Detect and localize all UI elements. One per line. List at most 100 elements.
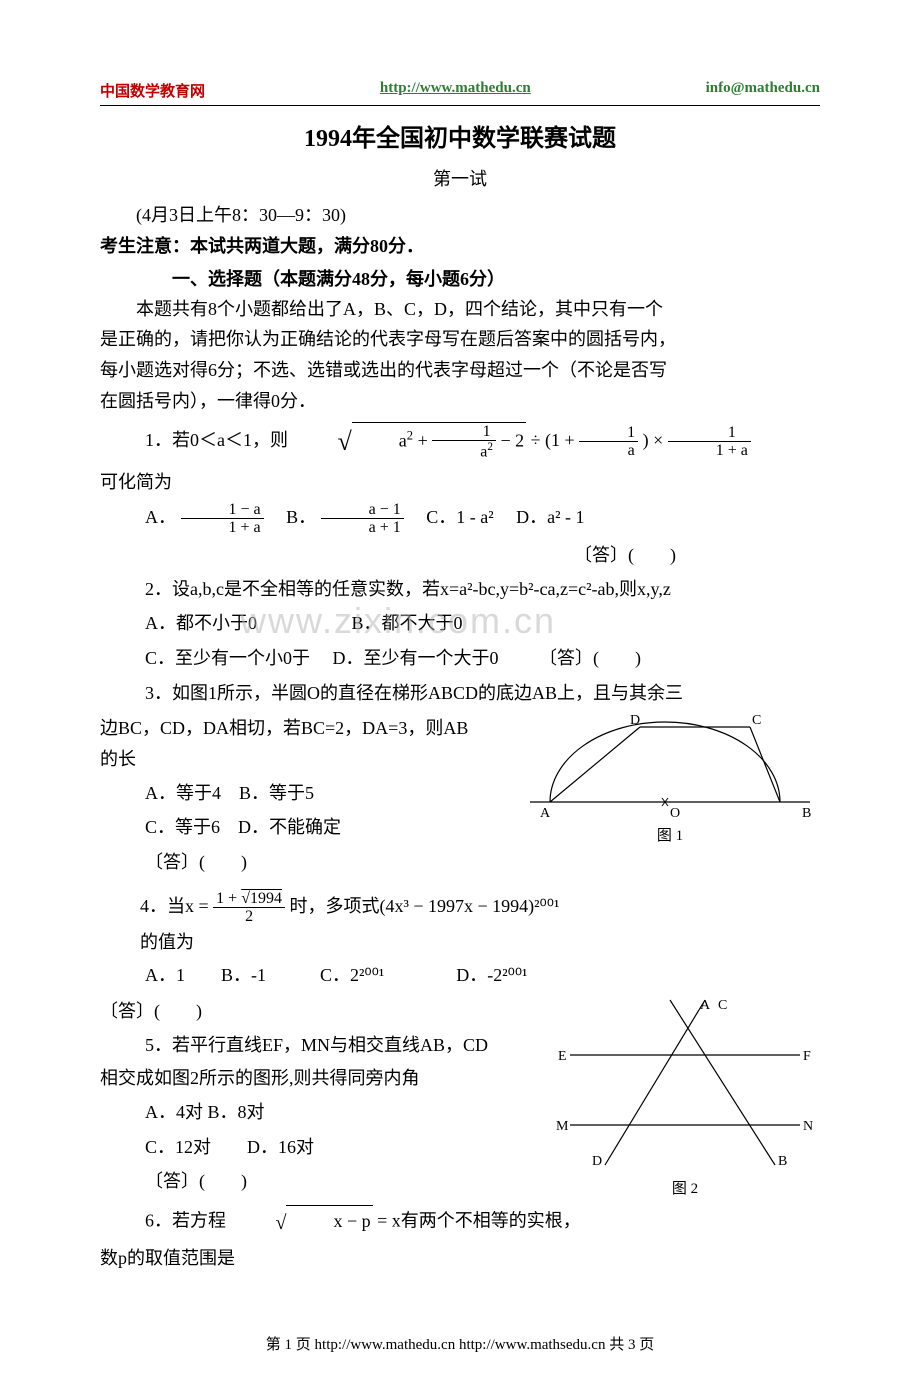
q1-optA-den: 1 + a: [181, 519, 264, 537]
q4-opts: A．1 B．-1 C．2²⁰⁰¹ D．-2²⁰⁰¹: [100, 960, 820, 991]
figure-1-svg: A B C D O: [520, 712, 820, 822]
q1-f2d: a: [579, 442, 638, 460]
q6-sqrt-body: x − p: [286, 1205, 372, 1237]
fig2-B: B: [778, 1154, 787, 1169]
q1-optCD: C．1 - a² D．a² - 1: [408, 507, 584, 527]
question-1: 1．若0＜a＜1，则 √ a2 + 1 a2 − 2 ÷ (1 + 1 a ) …: [100, 420, 820, 464]
q4-prefix: 4．当x =: [140, 896, 213, 916]
q1-optA-label: A．: [145, 507, 176, 527]
q3-opts-ab: A．等于4 B．等于5: [100, 778, 510, 809]
fig2-N: N: [803, 1119, 813, 1134]
page-footer: 第 1 页 http://www.mathedu.cn http://www.m…: [100, 1333, 820, 1354]
q1-tail2: ) ×: [643, 430, 664, 450]
q1-optA-num: 1 − a: [181, 501, 264, 520]
site-name: 中国数学教育网: [100, 80, 205, 101]
section-intro-l3: 每小题选对得6分；不选、选错或选出的代表字母超过一个（不论是否写: [100, 356, 820, 385]
q2-answer: 〔答〕( ): [539, 648, 641, 668]
section-intro-l4: 在圆括号内），一律得0分．: [100, 387, 820, 416]
question-6: 6．若方程 √x − p = x有两个不相等的实根，: [100, 1205, 820, 1240]
footer-url1[interactable]: http://www.mathedu.cn: [315, 1337, 456, 1353]
fig1-O: O: [670, 806, 680, 821]
q2-opts-cd: C．至少有一个小0于 D．至少有一个大于0 〔答〕( ): [100, 643, 820, 674]
q1-options: A． 1 − a 1 + a B． a − 1 a + 1 C．1 - a² D…: [100, 501, 820, 537]
question-2: 2．设a,b,c是不全相等的任意实数，若x=a²-bc,y=b²-ca,z=c²…: [100, 574, 820, 605]
q1-frac-1-1pa: 1 1 + a: [668, 424, 751, 460]
q1-optA-frac: 1 − a 1 + a: [181, 501, 264, 537]
q2-opts-ab: A．都不小于0 B．都不大于0: [100, 608, 820, 639]
fig2-F: F: [803, 1049, 811, 1064]
q1-simplify: 可化简为: [100, 468, 820, 497]
q1-optB-label: B．: [268, 507, 316, 527]
q1-frac-1-a2: 1 a2: [432, 423, 496, 462]
section-intro-l2: 是正确的，请把你认为正确结论的代表字母写在题后答案中的圆括号内，: [100, 325, 820, 354]
q1-sqrt: √ a2 + 1 a2 − 2: [293, 420, 527, 464]
q4-line2: 的值为: [140, 928, 820, 957]
fig1-D: D: [630, 713, 640, 728]
q1-f3d: 1 + a: [668, 442, 751, 460]
fig1-C: C: [752, 713, 761, 728]
fig2-A: A: [700, 998, 711, 1013]
fig2-E: E: [558, 1049, 567, 1064]
fig2-C: C: [718, 998, 727, 1013]
figure-1-caption: 图 1: [520, 824, 820, 845]
q1-frac-1-a: 1 a: [579, 424, 638, 460]
figure-2: A B C D E F M N 图 2: [550, 995, 820, 1198]
header-rule: [100, 105, 820, 106]
section-intro-l1: 本题共有8个小题都给出了A，B、C，D，四个结论，其中只有一个: [100, 295, 820, 324]
q4-suffix: 时，多项式(4x³ − 1997x − 1994)²⁰⁰¹: [289, 896, 559, 916]
site-url[interactable]: http://www.mathedu.cn: [380, 80, 531, 101]
q5-answer: 〔答〕( ): [100, 1166, 540, 1197]
time-note: (4月3日上午8：30—9：30): [100, 201, 820, 230]
fig1-A: A: [540, 806, 551, 821]
q3-opts-cd: C．等于6 D．不能确定: [100, 812, 510, 843]
q2-optC: C．至少有一个小0于: [145, 648, 310, 668]
fig2-D: D: [592, 1154, 602, 1169]
q1-optB-num: a − 1: [321, 501, 404, 520]
document-title: 1994年全国初中数学联赛试题: [100, 118, 820, 153]
q6-suffix: = x有两个不相等的实根，: [377, 1211, 581, 1231]
q4-answer: 〔答〕( ): [100, 997, 540, 1026]
figure-1: A B C D O 图 1: [520, 712, 820, 845]
document-subtitle: 第一试: [100, 165, 820, 191]
q6-prefix: 6．若方程: [145, 1211, 226, 1231]
q1-f3n: 1: [668, 424, 751, 443]
fig2-M: M: [556, 1119, 569, 1134]
q4-num: 1 + √1994: [213, 890, 285, 909]
q6-sqrt: √x − p: [231, 1205, 373, 1240]
question-3-l2: 边BC，CD，DA相切，若BC=2，DA=3，则AB: [100, 714, 510, 743]
q4-line1: 4．当x = 1 + √1994 2 时，多项式(4x³ − 1997x − 1…: [140, 890, 820, 926]
footer-url2[interactable]: http://www.mathsedu.cn: [459, 1337, 606, 1353]
section-1-head: 一、选择题（本题满分48分，每小题6分）: [100, 265, 820, 291]
q3-answer: 〔答〕( ): [100, 847, 510, 878]
footer-post: 共 3 页: [609, 1337, 654, 1353]
q1-answer: 〔答〕( ): [100, 541, 820, 570]
footer-pre: 第 1 页: [266, 1337, 315, 1353]
figure-2-svg: A B C D E F M N: [550, 995, 820, 1175]
fig1-B: B: [802, 806, 811, 821]
question-3-l3: 的长: [100, 745, 510, 774]
q1-frac-num: 1: [432, 423, 496, 442]
q4-frac: 1 + √1994 2: [213, 890, 285, 926]
q2-optB: B．都不大于0: [352, 613, 463, 633]
question-3-l1: 3．如图1所示，半圆O的直径在梯形ABCD的底边AB上，且与其余三: [100, 678, 820, 709]
q1-f2n: 1: [579, 424, 638, 443]
question-5-l2: 相交成如图2所示的图形,则共得同旁内角: [100, 1064, 540, 1093]
q2-optA: A．都不小于0: [145, 613, 257, 633]
q1-stem: 1．若0＜a＜1，则: [145, 430, 288, 450]
site-email: info@mathedu.cn: [706, 80, 820, 101]
q1-optB-frac: a − 1 a + 1: [321, 501, 404, 537]
page: 中国数学教育网 http://www.mathedu.cn info@mathe…: [0, 0, 920, 1394]
q5-row: 〔答〕( ) 5．若平行直线EF，MN与相交直线AB，CD 相交成如图2所示的图…: [100, 995, 820, 1201]
q5-opts-cd: C．12对 D．16对: [100, 1132, 540, 1163]
question-4: 4．当x = 1 + √1994 2 时，多项式(4x³ − 1997x − 1…: [140, 890, 820, 957]
q1-sqrt-a: a: [399, 430, 407, 450]
question-6-l2: 数p的取值范围是: [100, 1244, 820, 1273]
q1-tail1: ÷ (1 +: [531, 430, 575, 450]
q3-row: 边BC，CD，DA相切，若BC=2，DA=3，则AB 的长 A．等于4 B．等于…: [100, 712, 820, 881]
q1-sqrt-plus: +: [418, 430, 433, 450]
q1-optB-den: a + 1: [321, 519, 404, 537]
q5-opts-ab: A．4对 B．8对: [100, 1097, 540, 1128]
figure-2-caption: 图 2: [550, 1177, 820, 1198]
q1-frac-den: a2: [432, 441, 496, 461]
q1-sqrt-m2: − 2: [500, 430, 524, 450]
